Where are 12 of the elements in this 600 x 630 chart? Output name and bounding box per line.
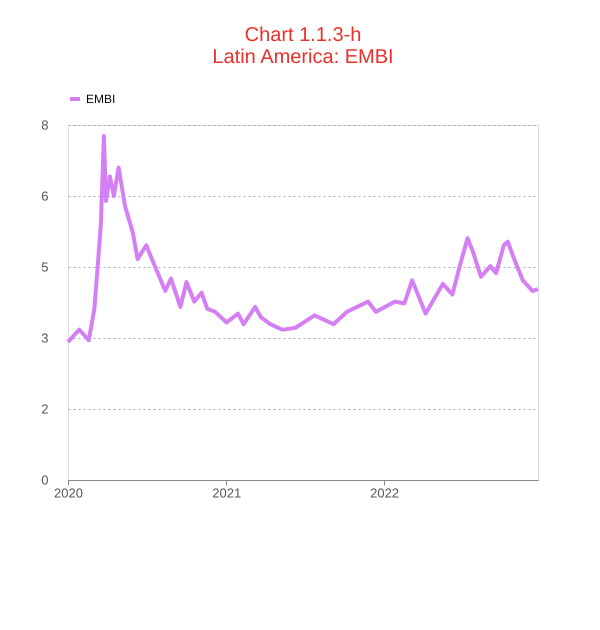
chart-title: Chart 1.1.3-h Latin America: EMBI — [212, 24, 394, 68]
x-tick-label: 2021 — [212, 486, 242, 500]
y-tick-label: 2 — [41, 402, 48, 416]
x-tick-label: 2020 — [54, 486, 83, 500]
y-tick-label: 6 — [41, 188, 48, 204]
y-tick-label: 0 — [41, 472, 48, 488]
legend-label: EMBI — [86, 92, 116, 106]
x-tick-label: 2022 — [370, 486, 400, 500]
line-series — [66, 134, 540, 344]
y-tick-label: 8 — [41, 118, 48, 132]
y-tick-label: 3 — [41, 330, 48, 346]
y-tick-label: 5 — [41, 260, 48, 274]
